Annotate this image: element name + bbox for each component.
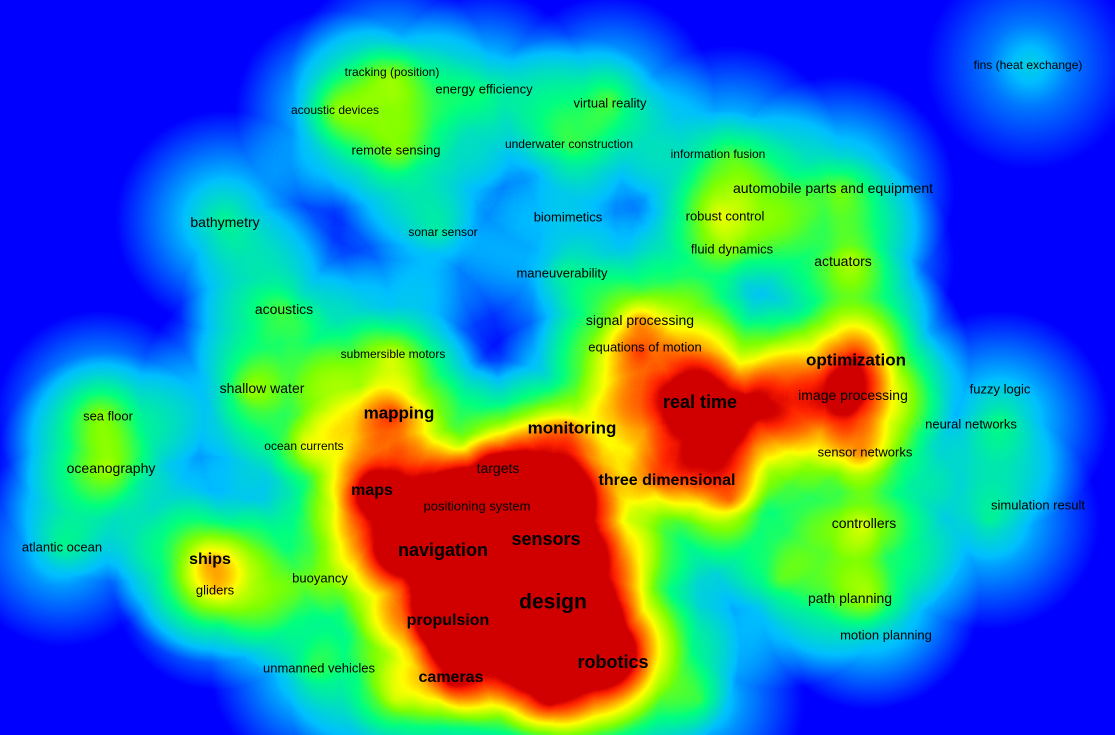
term-label: acoustic devices — [291, 104, 379, 116]
term-label: biomimetics — [534, 211, 603, 224]
term-label: shallow water — [220, 381, 305, 395]
term-label: virtual reality — [574, 97, 647, 110]
heatmap-canvas — [0, 0, 1115, 735]
term-label: controllers — [832, 516, 897, 530]
term-label: navigation — [398, 541, 488, 559]
term-label: underwater construction — [505, 138, 633, 150]
term-label: simulation result — [991, 499, 1085, 512]
term-label: oceanography — [67, 461, 156, 475]
term-label: automobile parts and equipment — [733, 181, 933, 195]
term-label: information fusion — [671, 148, 766, 160]
term-label: cameras — [419, 670, 484, 686]
term-label: real time — [663, 393, 737, 411]
term-label: three dimensional — [599, 473, 736, 489]
term-label: robotics — [577, 653, 648, 671]
term-label: neural networks — [925, 418, 1017, 431]
term-label: ships — [189, 552, 231, 568]
term-label: fuzzy logic — [970, 383, 1031, 396]
term-label: path planning — [808, 591, 892, 605]
term-label: energy efficiency — [435, 83, 532, 96]
term-label: sensor networks — [818, 446, 913, 459]
term-label: positioning system — [424, 500, 531, 513]
term-label: optimization — [806, 352, 906, 369]
term-label: gliders — [196, 584, 234, 597]
term-label: buoyancy — [292, 572, 348, 585]
term-label: unmanned vehicles — [263, 662, 375, 675]
term-label: signal processing — [586, 313, 694, 327]
term-label: fluid dynamics — [691, 243, 773, 256]
term-label: equations of motion — [588, 341, 701, 354]
term-label: bathymetry — [190, 215, 259, 229]
term-label: maps — [351, 483, 393, 499]
term-label: fins (heat exchange) — [974, 59, 1083, 71]
term-label: sonar sensor — [408, 226, 477, 238]
term-label: ocean currents — [264, 440, 343, 452]
term-label: mapping — [364, 405, 435, 422]
term-label: robust control — [686, 210, 765, 223]
term-label: design — [519, 592, 587, 613]
term-label: monitoring — [528, 420, 617, 437]
term-label: image processing — [798, 388, 908, 402]
term-label: propulsion — [407, 613, 490, 629]
term-label: submersible motors — [341, 348, 446, 360]
term-label: targets — [477, 461, 520, 475]
term-label: atlantic ocean — [22, 541, 102, 554]
term-label: tracking (position) — [345, 66, 440, 78]
term-label: maneuverability — [516, 267, 607, 280]
term-label: sea floor — [83, 410, 133, 423]
term-label: acoustics — [255, 302, 313, 316]
term-label: sensors — [511, 530, 580, 548]
term-label: remote sensing — [352, 144, 441, 157]
term-label: actuators — [814, 254, 872, 268]
term-label: motion planning — [840, 629, 932, 642]
heatmap-wordcloud: tracking (position) energy efficiency virt… — [0, 0, 1115, 735]
